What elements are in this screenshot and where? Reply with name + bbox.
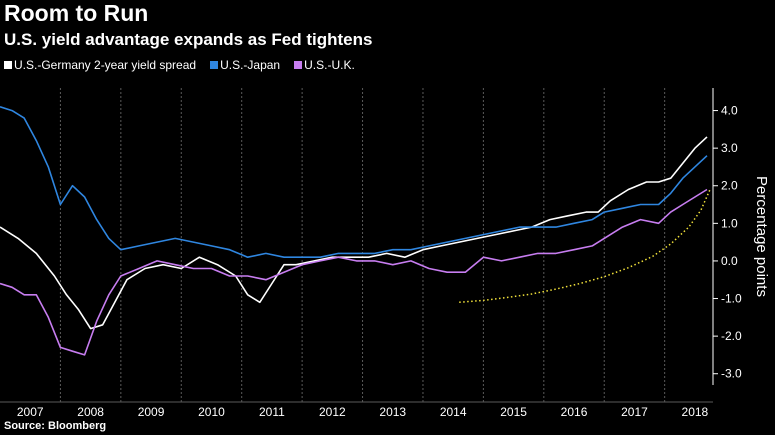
y-tick-label-4: 0.0 bbox=[721, 254, 738, 268]
x-tick-label-2016: 2016 bbox=[561, 405, 588, 419]
legend-item-japan: U.S.-Japan bbox=[210, 58, 280, 72]
legend-label-japan: U.S.-Japan bbox=[220, 58, 281, 72]
x-tick-label-2009: 2009 bbox=[138, 405, 165, 419]
series-japan-line bbox=[0, 106, 708, 259]
legend-item-germany: U.S.-Germany 2-year yield spread bbox=[4, 58, 196, 72]
legend-swatch-germany bbox=[4, 61, 12, 69]
y-tick-label-6: -2.0 bbox=[721, 329, 742, 343]
x-tick-label-2015: 2015 bbox=[500, 405, 527, 419]
legend-label-germany: U.S.-Germany 2-year yield spread bbox=[14, 58, 197, 72]
x-axis-ticks: 2007 2008 2009 2010 2011 2012 2013 2014 2015 2016… bbox=[17, 405, 709, 419]
y-axis-title: Percentage points bbox=[753, 176, 770, 297]
x-tick-label-2008: 2008 bbox=[77, 405, 104, 419]
y-tick-label-2: 2.0 bbox=[721, 179, 738, 193]
x-tick-label-2018: 2018 bbox=[682, 405, 709, 419]
gridlines bbox=[59, 88, 666, 402]
x-tick-label-2017: 2017 bbox=[621, 405, 648, 419]
legend-label-uk: U.S.-U.K. bbox=[304, 58, 355, 72]
y-tick-label-5: -1.0 bbox=[721, 292, 742, 306]
x-tick-label-2007: 2007 bbox=[17, 405, 44, 419]
y-tick-label-7: -3.0 bbox=[721, 367, 742, 381]
legend-swatch-uk bbox=[294, 61, 303, 69]
x-tick-label-2011: 2011 bbox=[259, 405, 285, 419]
legend-item-uk: U.S.-U.K. bbox=[294, 58, 355, 72]
annotation-curve-line bbox=[459, 189, 711, 304]
source-note: Source: Bloomberg bbox=[4, 420, 107, 432]
chart-title: Room to Run bbox=[4, 0, 149, 26]
y-tick-label-0: 4.0 bbox=[721, 104, 738, 118]
y-tick-label-1: 3.0 bbox=[721, 141, 738, 155]
series-lines bbox=[0, 106, 711, 356]
chart-subtitle: U.S. yield advantage expands as Fed tigh… bbox=[4, 30, 373, 49]
y-tick-label-3: 1.0 bbox=[721, 216, 738, 230]
y-axis-ticks: 4.0 3.0 2.0 1.0 0.0 -1.0 -2.0 -3.0 bbox=[713, 104, 742, 381]
x-tick-label-2012: 2012 bbox=[319, 405, 346, 419]
x-tick-label-2010: 2010 bbox=[198, 405, 225, 419]
legend-swatch-japan bbox=[210, 61, 219, 69]
x-tick-label-2014: 2014 bbox=[440, 405, 467, 419]
series-uk-line bbox=[0, 188, 708, 356]
chart-legend: U.S.-Germany 2-year yield spread U.S.-Ja… bbox=[4, 58, 355, 72]
x-tick-label-2013: 2013 bbox=[379, 405, 406, 419]
